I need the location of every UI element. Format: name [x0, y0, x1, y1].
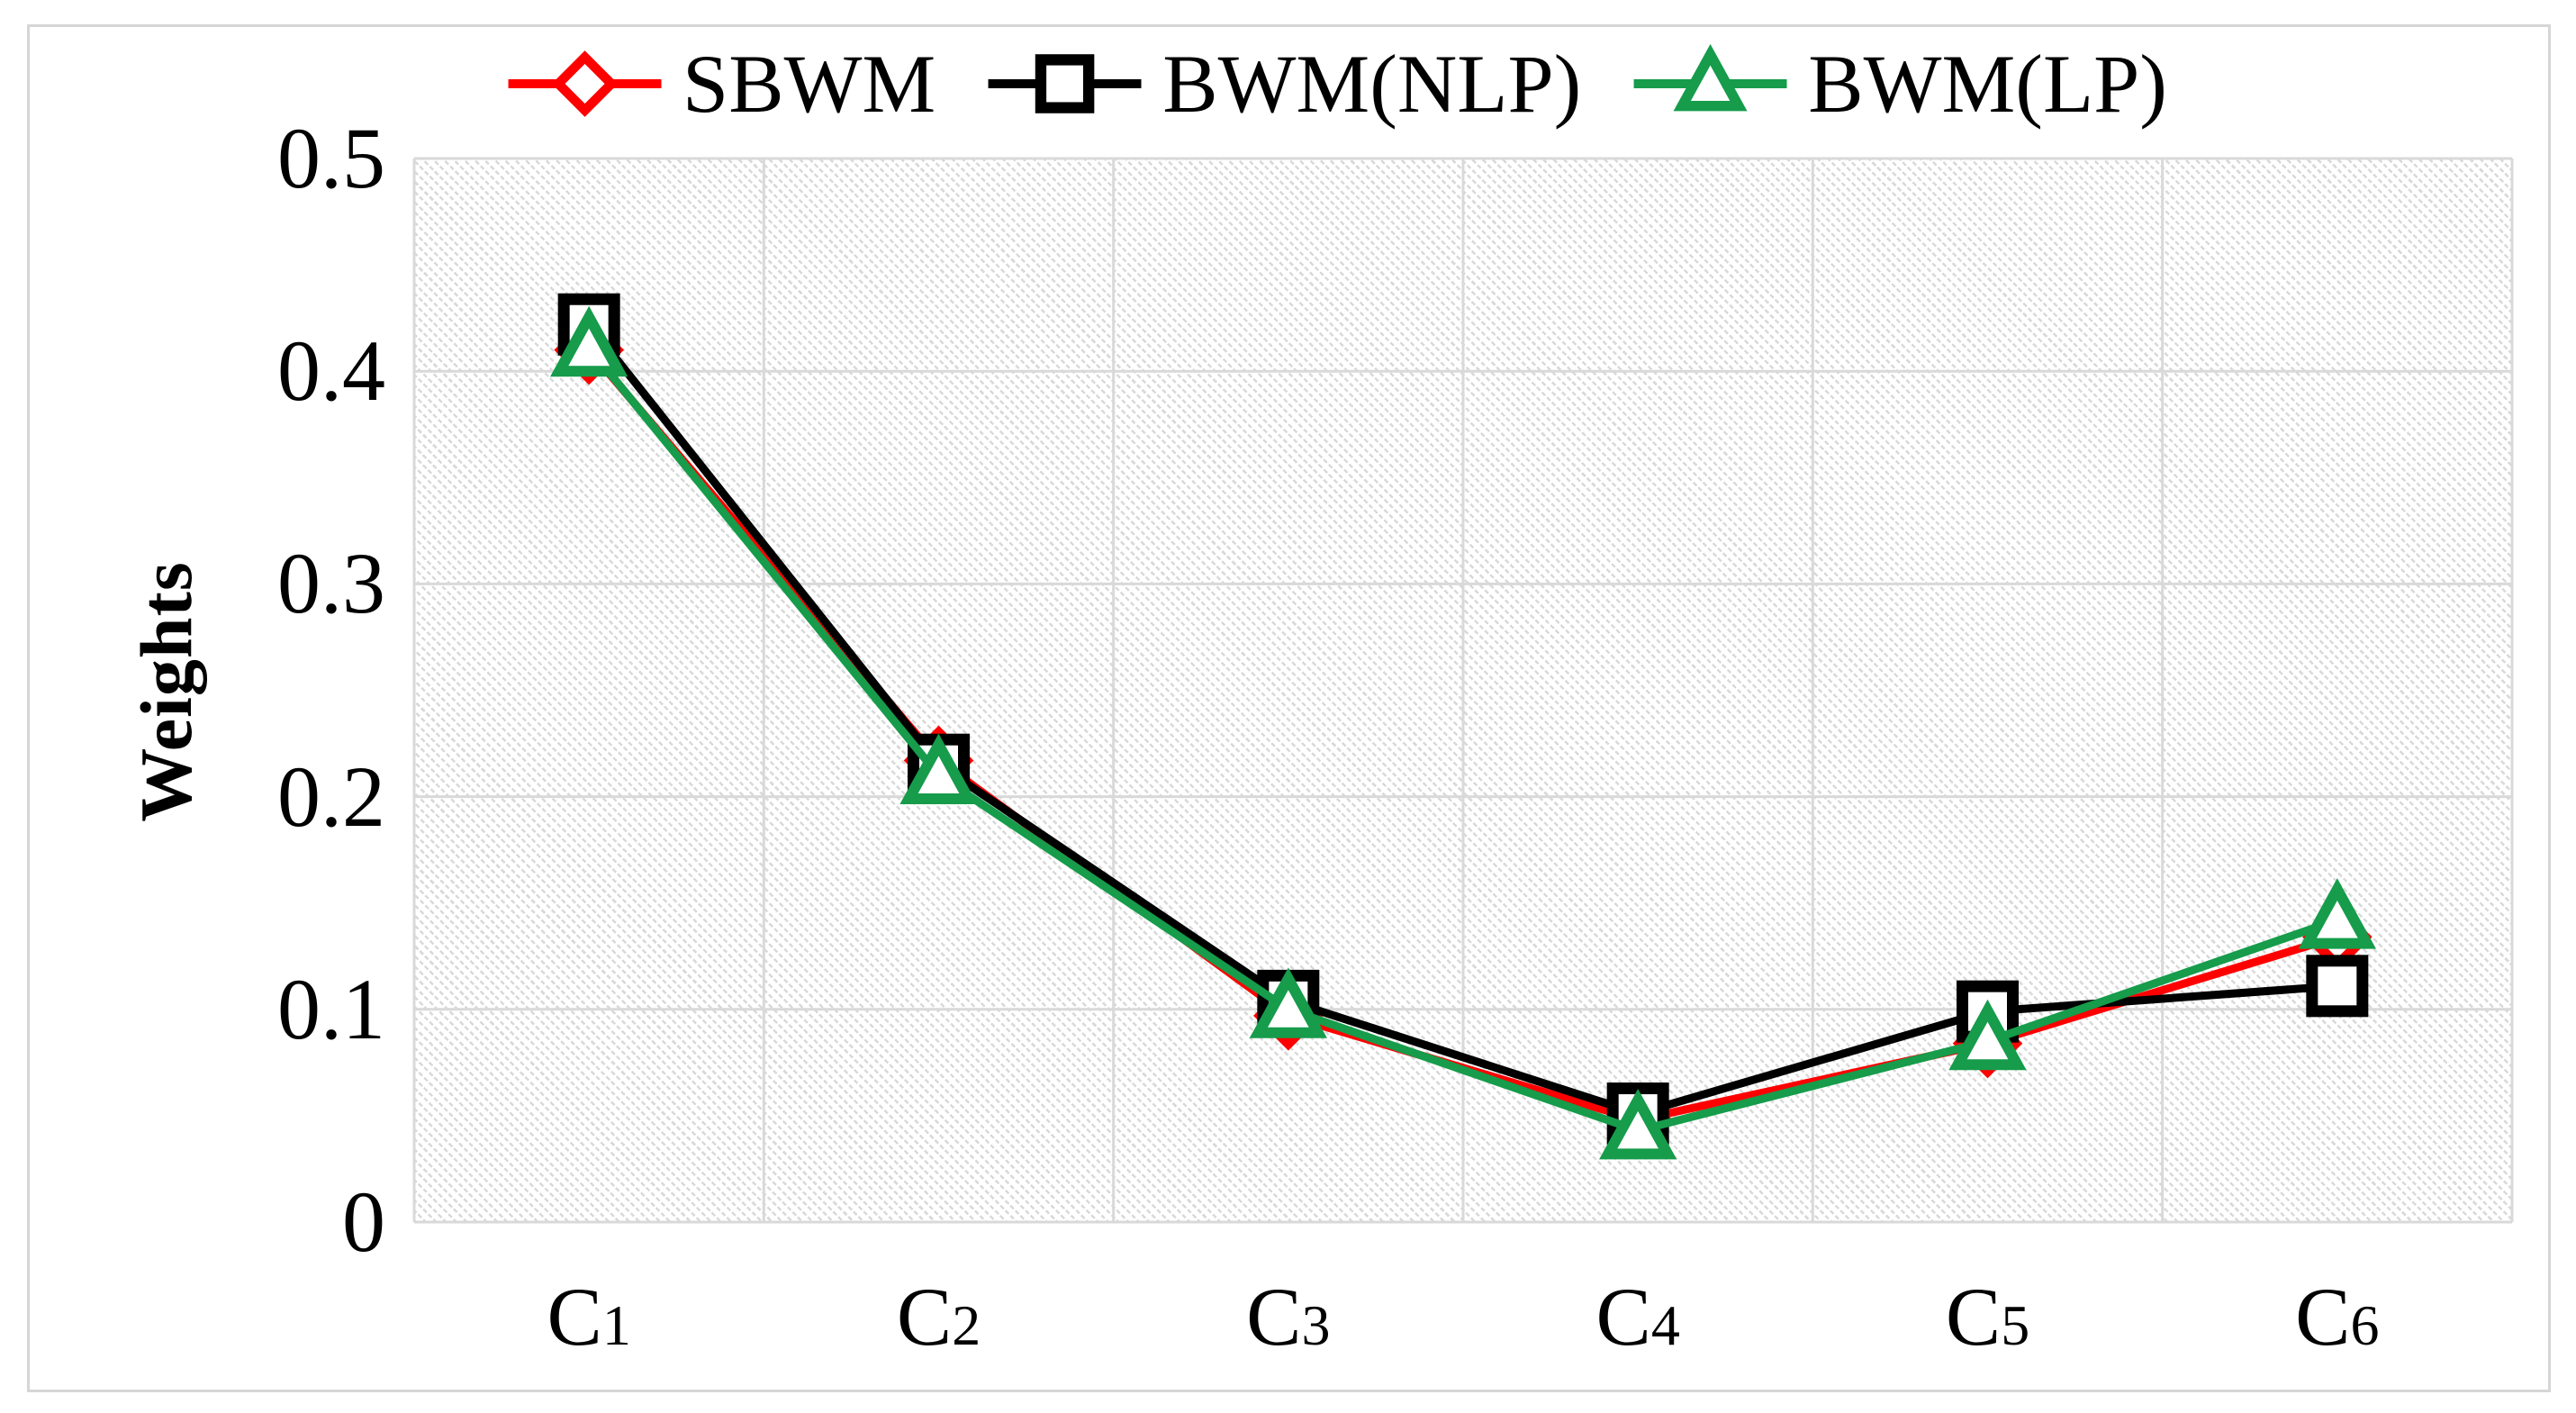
triangle-legend-key-icon [1633, 43, 1787, 112]
y-tick-label: 0.1 [277, 960, 385, 1057]
square-marker [2306, 955, 2369, 1018]
y-tick-label: 0.3 [277, 535, 385, 632]
series-line [585, 345, 2339, 1135]
legend-item-BWM(NLP): BWM(NLP) [988, 34, 1581, 133]
legend-item-BWM(LP): BWM(LP) [1633, 34, 2167, 133]
triangle-marker [1599, 1088, 1677, 1160]
legend-label: BWM(LP) [1808, 38, 2167, 130]
x-category-label: C3 [1246, 1271, 1331, 1363]
triangle-marker [1673, 43, 1748, 112]
square-marker [1035, 54, 1095, 113]
legend-label: SBWM [682, 38, 936, 130]
y-axis-title: Weights [125, 561, 207, 822]
y-tick-label: 0.5 [277, 110, 385, 206]
x-category-label: C1 [547, 1271, 631, 1363]
x-category-label: C4 [1595, 1271, 1680, 1363]
legend-label: BWM(NLP) [1162, 38, 1582, 130]
diamond-legend-key-icon [508, 50, 662, 117]
x-category-label: C6 [2295, 1271, 2380, 1363]
triangle-marker [899, 733, 978, 804]
chart-legend: SBWM BWM(NLP) BWM(LP) [508, 34, 2167, 133]
legend-item-SBWM: SBWM [508, 34, 935, 133]
x-category-label: C5 [1945, 1271, 2030, 1363]
diamond-marker [551, 50, 618, 117]
y-tick-label: 0.2 [277, 747, 385, 845]
triangle-marker [550, 305, 628, 377]
y-tick-label: 0.4 [277, 322, 385, 420]
y-tick-label: 0 [342, 1173, 385, 1270]
triangle-marker [1948, 999, 2027, 1071]
series-line [585, 322, 2338, 1119]
figure-border [27, 24, 2551, 1392]
x-category-label: C2 [896, 1271, 981, 1363]
triangle-marker [2298, 878, 2376, 949]
series-BWM(LP) [550, 305, 2376, 1160]
square-legend-key-icon [988, 54, 1142, 113]
triangle-marker [1249, 967, 1327, 1038]
